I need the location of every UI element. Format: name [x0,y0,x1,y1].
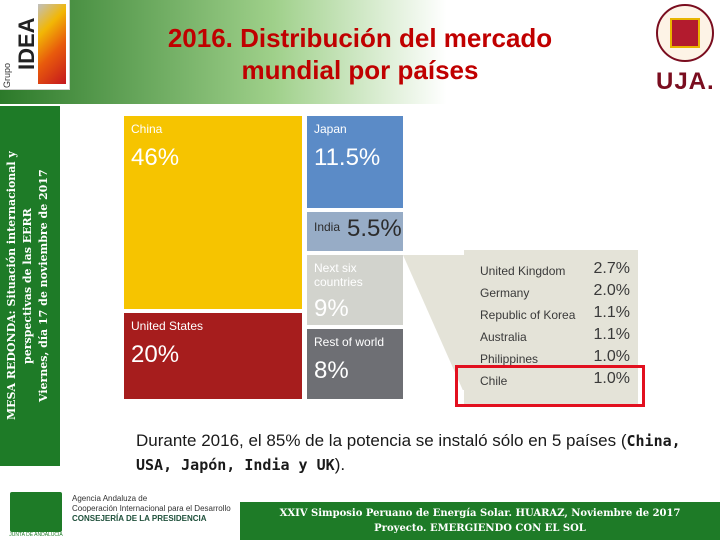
breakdown-value: 1.0% [593,348,630,365]
tile-india-label: India [314,220,341,234]
tile-japan-label: Japan [314,122,347,136]
agency-block: Agencia Andaluza de Cooperación Internac… [72,494,238,524]
tile-next-six-label: Next six countries [314,261,363,289]
tile-china-value: 46% [131,144,180,171]
tile-india: India 5.5% [307,212,403,251]
agency-line-3: CONSEJERÍA DE LA PRESIDENCIA [72,514,207,523]
tile-rest-of-world: Rest of world 8% [307,329,403,399]
grupo-idea-logo: Grupo IDEA [0,0,70,90]
breakdown-country: Germany [480,286,530,300]
breakdown-value: 2.0% [593,282,630,299]
breakdown-row: Australia 1.1% [480,324,630,346]
tile-rest-value: 8% [314,357,349,384]
caption-countries: China, USA, Japón, India y UK [136,432,681,474]
breakdown-row: Chile 1.0% [480,368,630,390]
header-banner [0,0,720,104]
seal-shield-icon [670,18,700,48]
chile-highlight-box [455,365,645,407]
breakdown-value: 2.7% [593,260,630,277]
junta-label: JUNTA DE ANDALUCIA [9,532,63,538]
next-six-breakdown: United Kingdom 2.7% Germany 2.0% Republi… [464,250,638,406]
breakdown-country: Republic of Korea [480,308,576,322]
tile-india-value: 5.5% [347,215,402,242]
university-seal-icon [656,4,714,62]
tile-next-six-value: 9% [314,295,349,322]
breakdown-value: 1.1% [593,304,630,321]
title-line-2: mundial por países [241,55,479,85]
breakdown-country: Australia [480,330,527,344]
footer-line-1: XXIV Simposio Peruano de Energía Solar. … [279,508,681,519]
breakdown-country: United Kingdom [480,264,566,278]
side-band [0,106,60,466]
logo-idea-swatch [38,4,66,84]
footer-band: XXIV Simposio Peruano de Energía Solar. … [240,502,720,540]
breakdown-row: Germany 2.0% [480,280,630,302]
tile-us-label: United States [131,319,204,333]
footer-logos: JUNTA DE ANDALUCIA Agencia Andaluza de C… [0,488,240,540]
tile-united-states: United States 20% [124,313,302,399]
junta-andalucia-logo-icon [10,492,62,532]
ujaen-logo: UJA. [650,0,720,104]
agency-line-1: Agencia Andaluza de [72,494,148,503]
caption-part-1: Durante 2016, el 85% de la potencia se i… [136,431,627,450]
agency-line-2: Cooperación Internacional para el Desarr… [72,504,231,513]
tile-china-label: China [131,122,163,136]
tile-japan-value: 11.5% [314,144,381,171]
title-line-1: 2016. Distribución del mercado [167,23,553,53]
tile-japan: Japan 11.5% [307,116,403,208]
breakdown-row: Philippines 1.0% [480,346,630,368]
callout-connector [403,255,465,390]
caption-text: Durante 2016, el 85% de la potencia se i… [136,429,696,477]
tile-china: China 46% [124,116,302,309]
breakdown-country: Chile [480,374,508,388]
breakdown-country: Philippines [480,352,539,366]
tile-us-value: 20% [131,341,180,368]
breakdown-row: Republic of Korea 1.1% [480,302,630,324]
uja-wordmark: UJA. [656,68,715,95]
tile-next-six: Next six countries 9% [307,255,403,325]
breakdown-value: 1.1% [593,326,630,343]
breakdown-value: 1.0% [593,370,630,387]
page-title: 2016. Distribución del mercado mundial p… [90,22,630,86]
breakdown-row: United Kingdom 2.7% [480,258,630,280]
footer-line-2: Proyecto. EMERGIENDO CON EL SOL [374,523,586,534]
caption-part-2: ). [334,455,346,474]
tile-rest-label: Rest of world [314,335,385,349]
